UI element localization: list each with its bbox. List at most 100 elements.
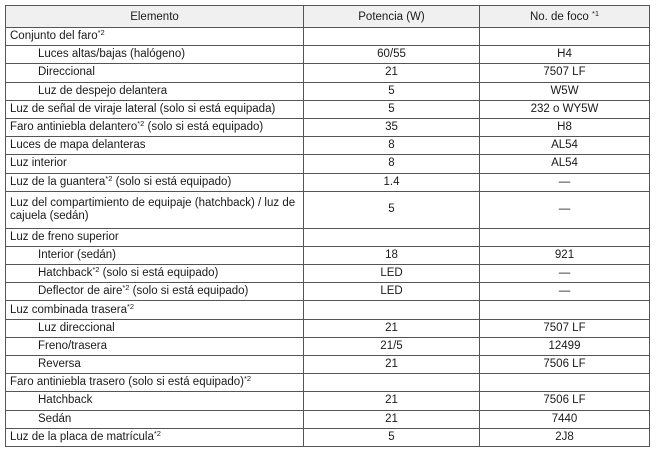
table-row: Luces de mapa delanteras 8 AL54 [5, 136, 650, 156]
table-row: Luz combinada trasera*2 [5, 300, 650, 320]
row-label: Luz de la placa de matrícula [10, 430, 154, 443]
cell-elemento: Luz de la guantera*2 (solo si está equip… [5, 172, 304, 192]
table-row: Luz de señal de viraje lateral (solo si … [5, 99, 650, 119]
cell-elemento: Freno/trasera [5, 336, 304, 357]
row-label-sup: *2 [126, 301, 135, 311]
cell-potencia: 18 [303, 245, 480, 266]
cell-potencia: 8 [303, 154, 480, 174]
row-label: Luz de la guantera [10, 175, 106, 188]
cell-potencia: 21/5 [303, 336, 480, 357]
cell-potencia [303, 300, 480, 320]
row-label: Luz de señal de viraje lateral (solo si … [10, 102, 276, 115]
cell-potencia [303, 373, 480, 393]
cell-potencia: 35 [303, 117, 480, 138]
table-row: Luz de la placa de matrícula*2 5 2J8 [5, 427, 650, 447]
cell-foco [479, 227, 650, 247]
cell-elemento: Luz del compartimiento de equipaje (hatc… [5, 190, 304, 229]
row-label: Faro antiniebla delantero [10, 121, 138, 134]
cell-foco: AL54 [479, 154, 650, 174]
cell-foco: — [479, 172, 650, 192]
cell-foco: H8 [479, 117, 650, 138]
cell-foco: AL54 [479, 136, 650, 156]
table-row: Sedán 21 7440 [5, 409, 650, 429]
cell-elemento: Direccional [5, 63, 304, 83]
cell-foco: 12499 [479, 336, 650, 357]
row-label: Conjunto del faro [10, 30, 98, 43]
cell-potencia [303, 26, 480, 47]
cell-elemento: Conjunto del faro*2 [5, 26, 304, 47]
cell-elemento: Reversa [5, 354, 304, 375]
cell-potencia: 5 [303, 427, 480, 447]
cell-potencia: 21 [303, 391, 480, 411]
cell-potencia: 21 [303, 409, 480, 429]
row-label: Luces de mapa delanteras [10, 139, 146, 152]
cell-foco: 7507 LF [479, 63, 650, 83]
cell-potencia: 5 [303, 81, 480, 101]
cell-foco: 7506 LF [479, 391, 650, 411]
cell-elemento: Luz direccional [5, 318, 304, 338]
header-foco: No. de foco *1 [479, 5, 650, 28]
row-label-suffix: (solo si está equipado) [129, 285, 249, 298]
cell-elemento: Luz combinada trasera*2 [5, 300, 304, 320]
cell-foco: 232 o WY5W [479, 99, 650, 119]
table-row: Luz interior 8 AL54 [5, 154, 650, 174]
row-label: Direccional [38, 66, 95, 79]
cell-elemento: Hatchback*2 (solo si está equipado) [5, 264, 304, 284]
cell-potencia: 21 [303, 318, 480, 338]
cell-elemento: Sedán [5, 409, 304, 429]
header-foco-text: No. de foco [529, 10, 589, 23]
row-label: Luz de despejo delantera [38, 84, 168, 97]
row-label-sup: *2 [243, 374, 252, 384]
table-row: Hatchback 21 7506 LF [5, 391, 650, 411]
cell-elemento: Faro antiniebla trasero (solo si está eq… [5, 373, 304, 393]
row-label: Hatchback [38, 394, 93, 407]
row-label-suffix: (solo si está equipado) [144, 121, 264, 134]
row-label-suffix: (solo si está equipado) [112, 175, 232, 188]
cell-potencia: 1.4 [303, 172, 480, 192]
cell-elemento: Luz de señal de viraje lateral (solo si … [5, 99, 304, 119]
row-label: Reversa [38, 358, 81, 371]
cell-foco: 7440 [479, 409, 650, 429]
header-foco-sup: *1 [591, 8, 600, 18]
table-header-row: Elemento Potencia (W) No. de foco *1 [5, 5, 650, 28]
row-label-sup: *2 [92, 265, 100, 275]
table-row: Direccional 21 7507 LF [5, 63, 650, 83]
cell-foco: H4 [479, 45, 650, 65]
cell-potencia: LED [303, 264, 480, 284]
row-label-suffix: (solo si está equipado) [99, 267, 219, 280]
row-label-sup: *2 [137, 119, 145, 129]
table-row: Luz direccional 21 7507 LF [5, 318, 650, 338]
table-row: Conjunto del faro*2 [5, 26, 650, 47]
row-label-sup: *2 [153, 428, 161, 438]
table-body: Conjunto del faro*2 Luces altas/bajas (ha… [5, 26, 650, 447]
table-row: Hatchback*2 (solo si está equipado) LED — [5, 264, 650, 284]
row-label: Hatchback [38, 267, 93, 280]
table-row: Faro antiniebla trasero (solo si está eq… [5, 373, 650, 393]
row-label-sup: *2 [97, 28, 105, 38]
cell-foco: 7507 LF [479, 318, 650, 338]
table-row: Luz de la guantera*2 (solo si está equip… [5, 172, 650, 192]
cell-foco: — [479, 282, 650, 302]
header-elemento: Elemento [5, 5, 304, 28]
row-label: Luz del compartimiento de equipaje (hatc… [10, 196, 296, 222]
row-label: Deflector de aire [38, 285, 123, 298]
cell-foco: 2J8 [479, 427, 650, 447]
cell-potencia: 60/55 [303, 45, 480, 65]
row-label: Luces altas/bajas (halógeno) [38, 48, 186, 61]
table-row: Deflector de aire*2 (solo si está equipa… [5, 282, 650, 302]
row-label-sup: *2 [122, 283, 130, 293]
cell-potencia: 21 [303, 354, 480, 375]
row-label: Luz interior [10, 157, 67, 170]
table-row: Reversa 21 7506 LF [5, 354, 650, 375]
cell-elemento: Luz de despejo delantera [5, 81, 304, 101]
cell-elemento: Hatchback [5, 391, 304, 411]
table-row: Luz del compartimiento de equipaje (hatc… [5, 190, 650, 229]
cell-elemento: Interior (sedán) [5, 245, 304, 266]
cell-foco [479, 26, 650, 47]
cell-elemento: Luz de freno superior [5, 227, 304, 247]
cell-elemento: Deflector de aire*2 (solo si está equipa… [5, 282, 304, 302]
cell-potencia: 21 [303, 63, 480, 83]
cell-foco: W5W [479, 81, 650, 101]
row-label: Luz combinada trasera [10, 303, 127, 316]
cell-elemento: Faro antiniebla delantero*2 (solo si est… [5, 117, 304, 138]
